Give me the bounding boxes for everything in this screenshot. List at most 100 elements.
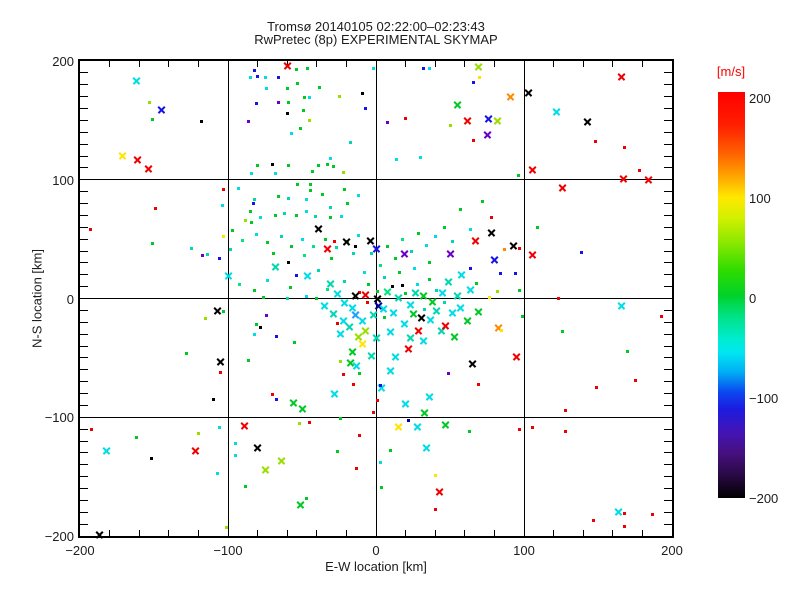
data-point — [448, 308, 457, 317]
data-point — [478, 76, 482, 80]
axis-tick — [80, 226, 88, 228]
axis-tick — [138, 61, 140, 67]
data-point — [330, 256, 334, 260]
data-point — [222, 310, 226, 314]
data-point — [342, 237, 351, 246]
data-point — [216, 357, 225, 366]
axis-tick — [664, 381, 672, 383]
data-point — [304, 294, 308, 298]
colorbar-tick-label: −200 — [749, 491, 779, 506]
data-point — [495, 289, 499, 293]
data-point — [471, 236, 480, 245]
data-point — [367, 351, 376, 360]
axis-tick — [664, 345, 672, 347]
axis-tick — [664, 357, 672, 359]
axis-tick — [80, 262, 88, 264]
data-point — [450, 332, 459, 341]
data-point — [321, 192, 325, 196]
data-point — [433, 508, 437, 512]
data-point — [427, 278, 431, 281]
axis-tick — [664, 131, 672, 133]
axis-tick — [664, 523, 672, 525]
axis-tick — [664, 155, 672, 157]
data-point — [253, 288, 257, 292]
data-point — [489, 216, 493, 220]
data-point — [296, 501, 305, 510]
data-point — [475, 281, 479, 285]
data-point — [401, 400, 410, 409]
data-point — [309, 188, 313, 192]
data-point — [283, 61, 292, 70]
data-point — [334, 245, 338, 249]
axis-tick — [664, 476, 672, 478]
axis-tick — [464, 61, 466, 67]
data-point — [453, 292, 462, 301]
data-point — [254, 102, 258, 106]
axis-tick — [464, 530, 466, 536]
data-point — [369, 311, 378, 320]
axis-tick — [80, 167, 88, 169]
data-point — [330, 389, 339, 398]
data-point — [220, 204, 224, 208]
data-point — [417, 313, 426, 322]
axis-tick — [80, 321, 88, 323]
data-point — [513, 272, 517, 276]
data-point — [331, 165, 335, 169]
data-point — [358, 433, 362, 437]
y-tick-label: 100 — [52, 172, 74, 188]
colorbar-tick-label: 0 — [749, 291, 757, 306]
data-point — [345, 323, 354, 332]
axis-tick — [80, 345, 88, 347]
axis-tick — [109, 530, 111, 536]
data-point — [614, 508, 623, 517]
data-point — [303, 96, 307, 100]
axis-tick — [80, 72, 88, 74]
data-point — [422, 444, 431, 453]
data-point — [438, 288, 447, 297]
data-point — [264, 313, 268, 317]
data-point — [238, 282, 242, 286]
colorbar-gradient — [718, 92, 745, 498]
data-point — [355, 466, 359, 470]
axis-tick — [80, 393, 88, 394]
plot-subtitle: RwPretec (8p) EXPERIMENTAL SKYMAP — [254, 32, 498, 47]
data-point — [341, 171, 345, 175]
data-point — [196, 432, 200, 436]
data-point — [312, 244, 316, 248]
axis-tick — [664, 511, 672, 513]
data-point — [248, 210, 252, 214]
data-point — [299, 127, 303, 131]
data-point — [593, 140, 597, 144]
data-point — [313, 215, 317, 219]
data-point — [309, 183, 313, 186]
axis-tick — [664, 428, 672, 430]
axis-tick — [664, 262, 672, 264]
data-point — [301, 109, 305, 113]
data-point — [419, 292, 428, 301]
x-tick-label: −100 — [213, 543, 243, 558]
axis-tick — [197, 530, 199, 536]
data-point — [395, 158, 399, 162]
data-point — [383, 316, 387, 319]
data-point — [233, 453, 237, 457]
data-point — [379, 305, 388, 314]
data-point — [442, 225, 446, 229]
x-tick-label: 200 — [661, 543, 683, 558]
data-point — [224, 271, 233, 280]
axis-tick — [664, 72, 672, 74]
data-point — [404, 116, 408, 120]
plot-area — [78, 59, 674, 538]
data-point — [253, 69, 257, 72]
plot-title: Tromsø 20140105 02:22:00–02:23:43 — [267, 19, 485, 34]
data-point — [487, 229, 496, 238]
axis-tick — [80, 131, 88, 133]
data-point — [468, 359, 477, 368]
axis-tick — [80, 381, 88, 383]
data-point — [420, 408, 429, 417]
data-point — [279, 235, 283, 239]
data-point — [328, 205, 332, 209]
data-point — [521, 314, 525, 318]
data-point — [503, 248, 507, 252]
data-point — [563, 408, 567, 412]
axis-tick — [664, 96, 672, 98]
